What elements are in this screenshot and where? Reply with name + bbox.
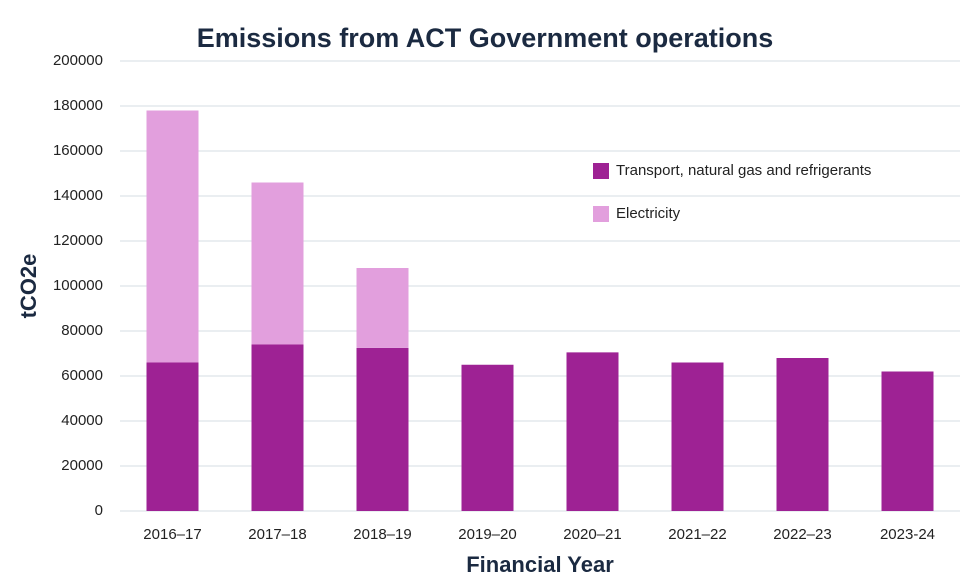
y-tick-label: 120000 [53,232,103,249]
bar-segment [776,358,829,511]
x-tick-label: 2023-24 [880,526,935,543]
legend-swatch [593,206,609,222]
chart-title: Emissions from ACT Government operations [197,23,774,53]
bar-segment [251,182,304,345]
x-axis-label: Financial Year [466,552,614,577]
y-axis-label: tCO2e [16,254,41,319]
x-tick-label: 2022–23 [773,526,831,543]
x-tick-label: 2018–19 [353,526,411,543]
x-tick-label: 2020–21 [563,526,621,543]
y-tick-label: 100000 [53,277,103,294]
y-tick-label: 40000 [61,412,103,429]
legend-label: Transport, natural gas and refrigerants [616,162,871,179]
x-tick-label: 2021–22 [668,526,726,543]
bar-segment [146,110,199,363]
x-tick-label: 2019–20 [458,526,516,543]
bar-segment [251,344,304,511]
legend-label: Electricity [616,205,681,222]
bar-segment [461,364,514,511]
bar-segment [356,268,409,348]
bar-segment [356,347,409,511]
bar-segment [566,352,619,511]
bar-segment [671,362,724,511]
y-tick-label: 60000 [61,367,103,384]
y-tick-label: 180000 [53,97,103,114]
y-tick-label: 0 [95,502,103,519]
y-tick-label: 200000 [53,52,103,69]
bar-segment [146,362,199,511]
y-tick-label: 20000 [61,457,103,474]
x-tick-label: 2016–17 [143,526,201,543]
y-tick-label: 160000 [53,142,103,159]
x-tick-label: 2017–18 [248,526,306,543]
bar-segment [881,371,934,511]
y-tick-label: 140000 [53,187,103,204]
y-tick-label: 80000 [61,322,103,339]
legend-swatch [593,163,609,179]
